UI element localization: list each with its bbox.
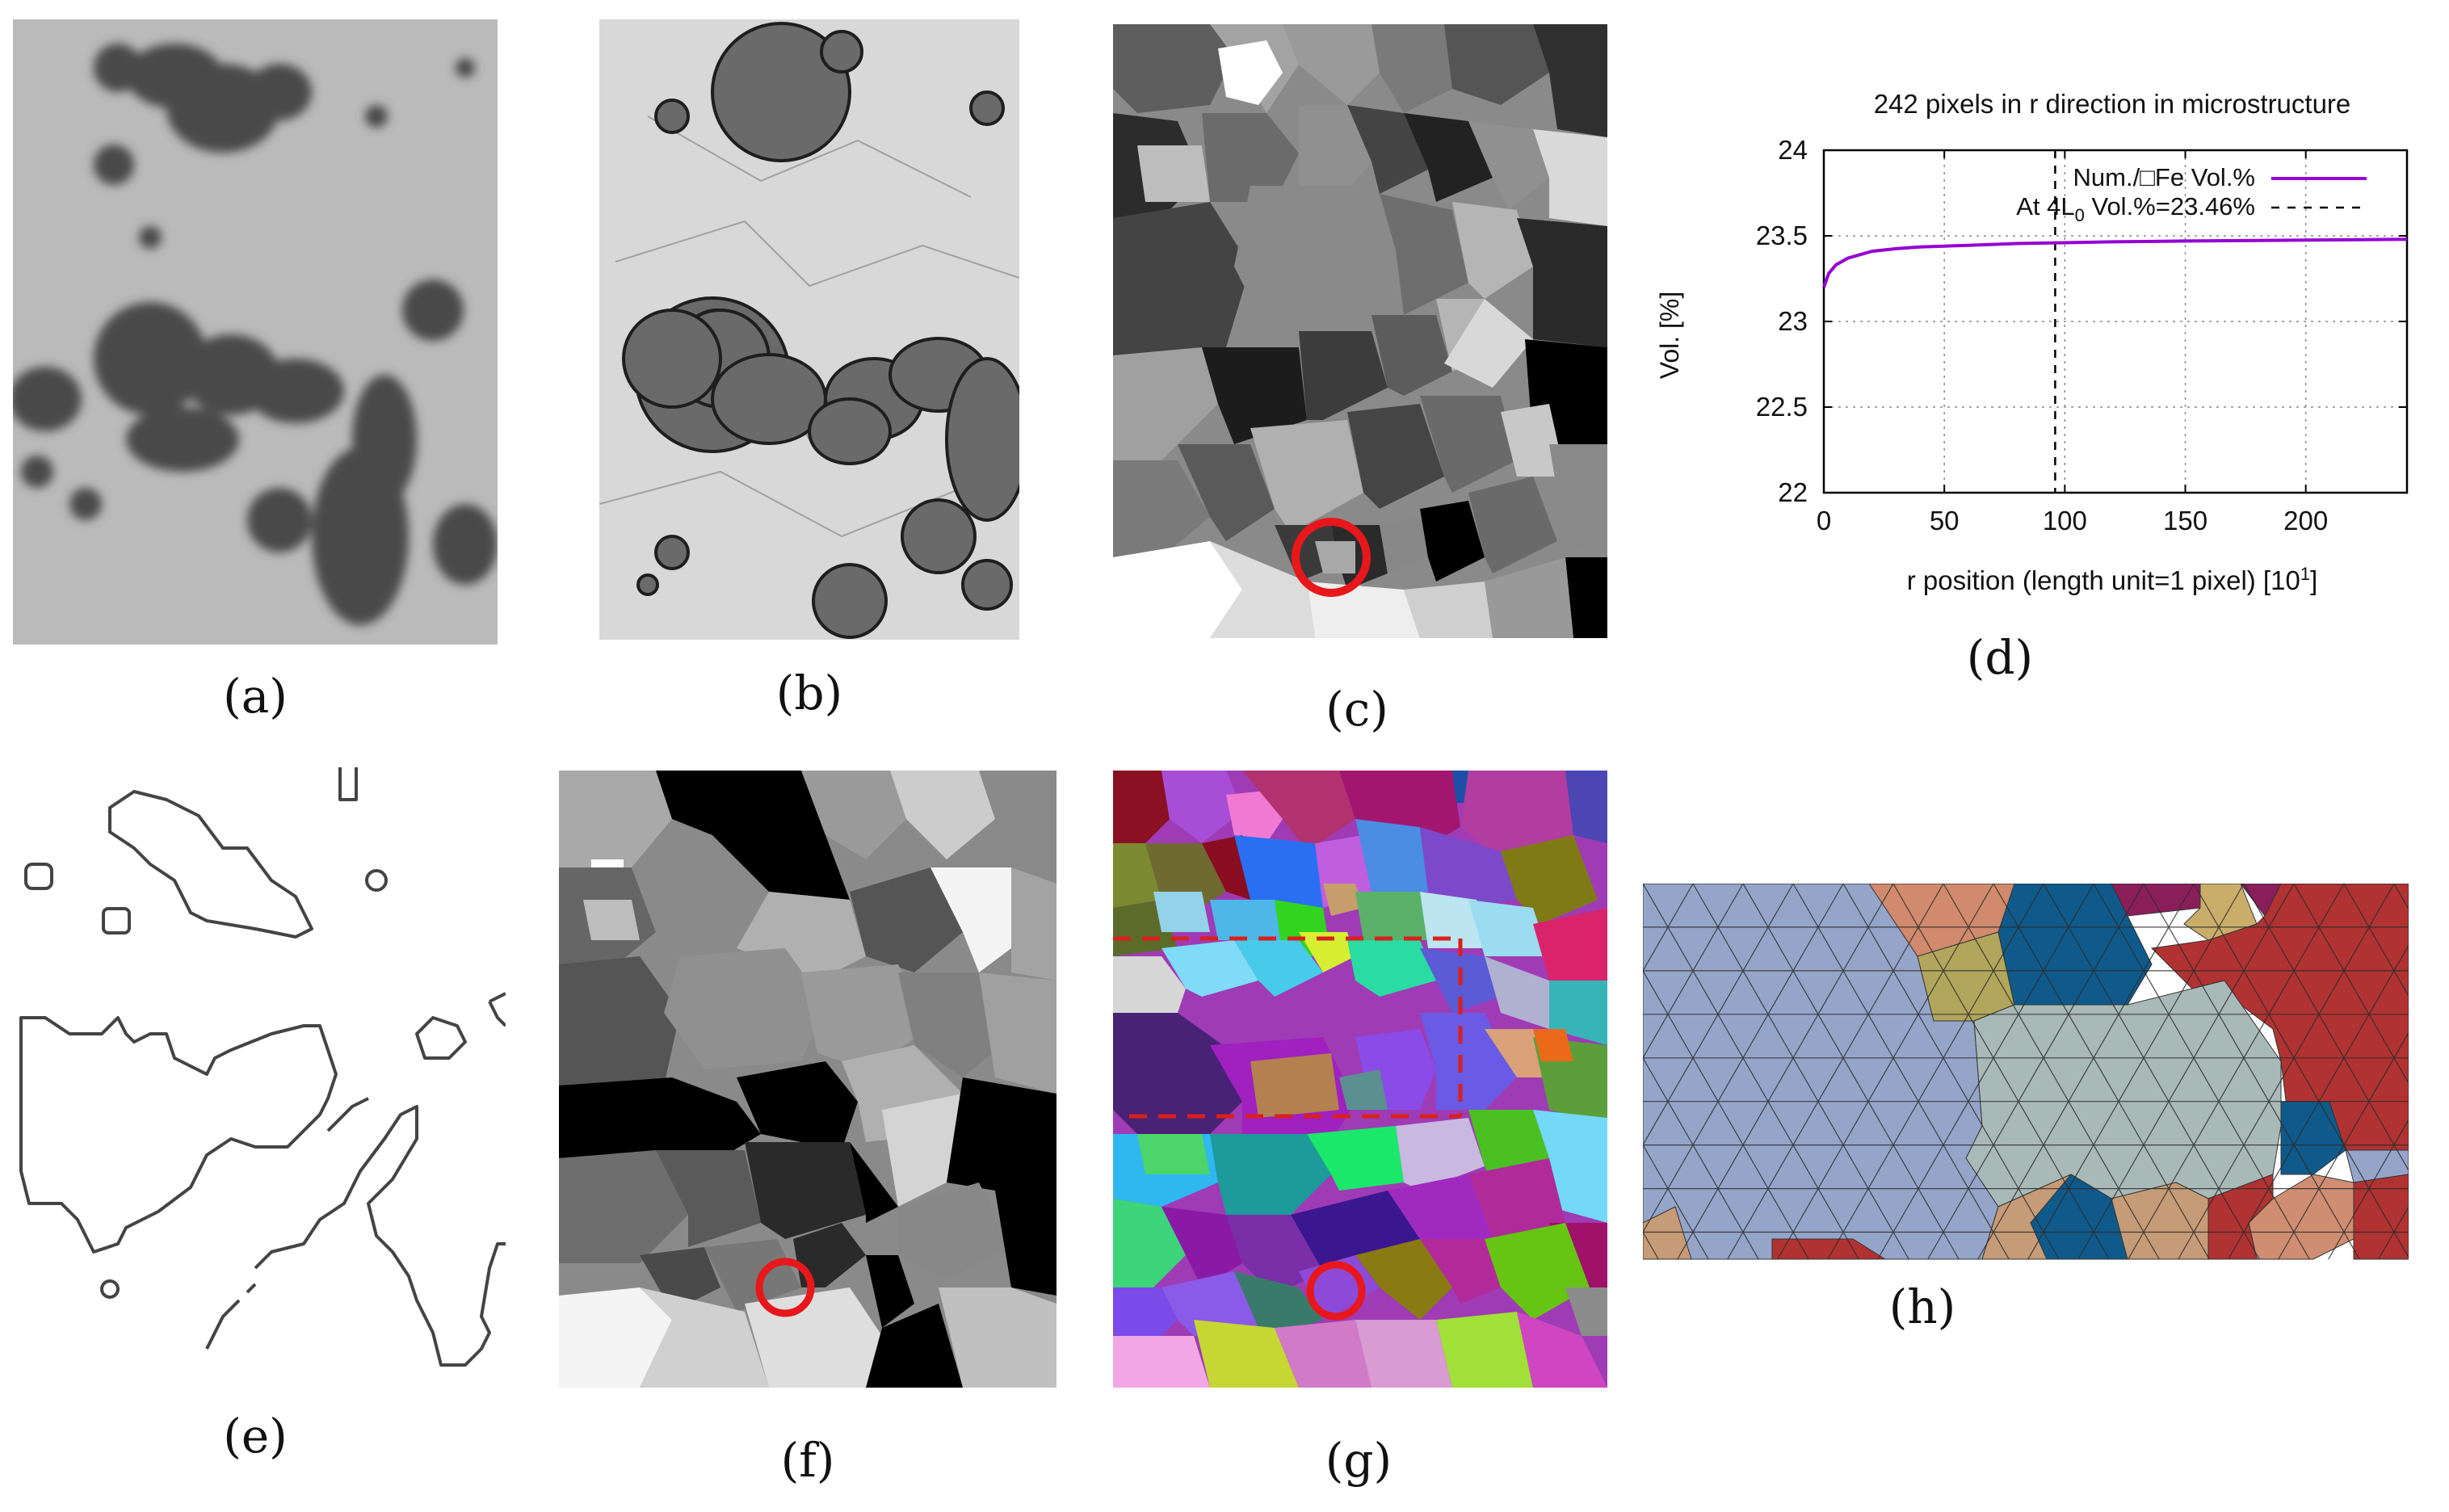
chart-title: 242 pixels in r direction in microstruct… — [1874, 89, 2351, 119]
x-tick-label: 100 — [2043, 506, 2087, 536]
chart-xlabel: r position (length unit=1 pixel) [101] — [1907, 564, 2317, 595]
y-tick-label: 23 — [1778, 306, 1808, 336]
mesh-triangulation — [1643, 884, 2409, 1259]
y-tick-label: 22.5 — [1756, 392, 1808, 422]
panel-a-micrograph — [13, 19, 498, 645]
panel-d-chart: 242 pixels in r direction in microstruct… — [1648, 73, 2423, 622]
panel-e-outlines — [13, 767, 506, 1389]
legend-series-label: Num./□Fe Vol.% — [2073, 163, 2255, 191]
caption-d: (d) — [1966, 630, 2034, 685]
highlight-circle-g — [1306, 1261, 1366, 1321]
caption-f: (f) — [780, 1433, 835, 1488]
series-line — [1822, 237, 2408, 288]
highlight-circle-c — [1292, 518, 1371, 597]
caption-b: (b) — [775, 666, 843, 720]
dashed-region-box — [1113, 936, 1463, 1119]
caption-c: (c) — [1325, 682, 1388, 737]
caption-a: (a) — [223, 669, 288, 724]
legend-line-label: At 4L0 Vol.%=23.46% — [2016, 192, 2255, 225]
chart-ylabel: Vol. [%] — [1655, 292, 1684, 380]
caption-e: (e) — [223, 1409, 288, 1464]
y-tick-label: 22 — [1778, 477, 1808, 507]
panel-b-micrograph — [599, 19, 1019, 640]
panel-h-mesh — [1643, 884, 2409, 1271]
x-tick-label: 200 — [2283, 506, 2328, 536]
x-tick-label: 0 — [1817, 506, 1831, 536]
y-tick-label: 24 — [1778, 135, 1808, 165]
chart-legend: Num./□Fe Vol.% At 4L0 Vol.%=23.46% — [2016, 163, 2367, 225]
panel-c-grain-map — [1113, 24, 1607, 638]
x-tick-label: 50 — [1930, 506, 1960, 536]
highlight-circle-f — [755, 1258, 815, 1317]
chart-svg: 242 pixels in r direction in microstruct… — [1655, 89, 2409, 595]
panel-g-color-grain-map — [1113, 771, 1607, 1388]
panel-f-grain-map — [559, 771, 1056, 1388]
plot-frame — [1822, 149, 2409, 494]
y-tick-label: 23.5 — [1756, 220, 1808, 250]
caption-g: (g) — [1325, 1433, 1393, 1488]
x-tick-label: 150 — [2163, 506, 2207, 536]
caption-h: (h) — [1888, 1279, 1956, 1334]
